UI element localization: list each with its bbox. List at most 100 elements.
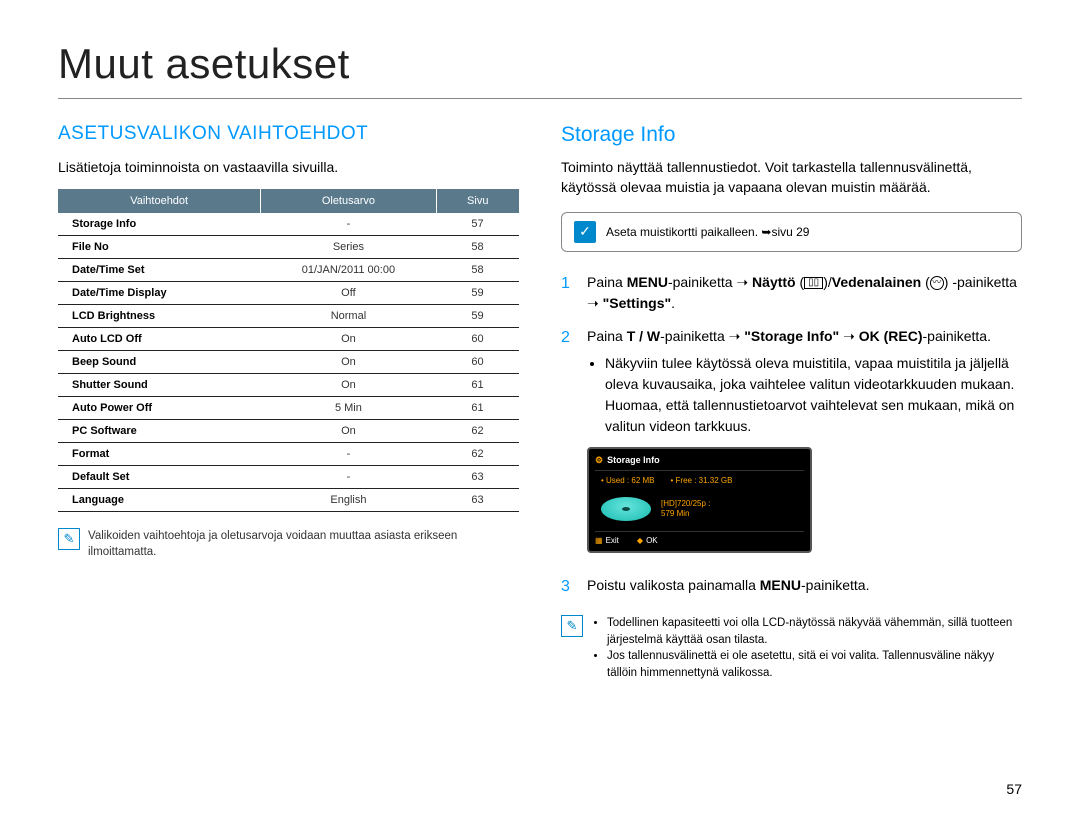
options-table: Vaihtoehdot Oletusarvo Sivu Storage Info… [58, 189, 519, 512]
table-cell: LCD Brightness [58, 305, 261, 328]
right-intro: Toiminto näyttää tallennustiedot. Voit t… [561, 157, 1022, 198]
table-row: Default Set-63 [58, 466, 519, 489]
table-row: LanguageEnglish63 [58, 489, 519, 512]
step2-bullet: Näkyviin tulee käytössä oleva muistitila… [605, 353, 1022, 437]
t: Näyttö [752, 274, 796, 290]
table-cell: Storage Info [58, 213, 261, 236]
ok-icon: ◆ [637, 536, 643, 545]
table-cell: 63 [436, 466, 519, 489]
t: Paina [587, 328, 627, 344]
insert-card-callout: ✓ Aseta muistikortti paikalleen. ➥sivu 2… [561, 212, 1022, 252]
step-2: 2 Paina T / W-painiketta ➝ "Storage Info… [561, 326, 1022, 564]
table-cell: 60 [436, 351, 519, 374]
lcd-res2: 579 Min [661, 509, 710, 519]
table-row: Auto Power Off5 Min61 [58, 397, 519, 420]
table-cell: 62 [436, 443, 519, 466]
gear-icon: ⚙ [595, 454, 603, 468]
table-row: Beep SoundOn60 [58, 351, 519, 374]
t: Paina [587, 274, 627, 290]
table-cell: Language [58, 489, 261, 512]
footnote-2: Jos tallennusvälinettä ei ole asetettu, … [607, 648, 1022, 681]
table-cell: Beep Sound [58, 351, 261, 374]
step-number: 3 [561, 575, 575, 599]
exit-icon: ▦ [595, 536, 603, 545]
step-number: 1 [561, 272, 575, 314]
table-cell: 58 [436, 259, 519, 282]
table-row: Date/Time Set01/JAN/2011 00:0058 [58, 259, 519, 282]
lcd-used: • Used : 62 MB [601, 475, 655, 487]
heading-settings-options: ASETUSVALIKON VAIHTOEHDOT [58, 123, 519, 145]
table-cell: 63 [436, 489, 519, 512]
t: MENU [627, 274, 668, 290]
t: -painiketta ➝ [660, 328, 744, 344]
check-icon: ✓ [574, 221, 596, 243]
page-number: 57 [1006, 781, 1022, 797]
table-cell: Shutter Sound [58, 374, 261, 397]
disc-icon [601, 497, 651, 521]
note-icon: ✎ [58, 528, 80, 550]
lcd-res1: [HD]720/25p : [661, 499, 710, 509]
heading-storage-info: Storage Info [561, 123, 1022, 147]
table-cell: English [261, 489, 436, 512]
table-cell: Series [261, 236, 436, 259]
table-cell: - [261, 466, 436, 489]
table-cell: 58 [436, 236, 519, 259]
table-row: File NoSeries58 [58, 236, 519, 259]
t: )/ [823, 274, 832, 290]
left-intro: Lisätietoja toiminnoista on vastaavilla … [58, 157, 519, 177]
t: -painiketta. [923, 328, 991, 344]
table-row: Storage Info-57 [58, 213, 519, 236]
callout-text: Aseta muistikortti paikalleen. ➥sivu 29 [606, 225, 809, 239]
table-cell: On [261, 420, 436, 443]
t: MENU [760, 577, 801, 593]
table-cell: Format [58, 443, 261, 466]
th-option: Vaihtoehdot [58, 189, 261, 213]
footnote-1: Todellinen kapasiteetti voi olla LCD-näy… [607, 615, 1022, 648]
lcd-preview: ⚙ Storage Info • Used : 62 MB • Free : 3… [587, 447, 812, 554]
note-icon: ✎ [561, 615, 583, 637]
table-cell: 61 [436, 397, 519, 420]
right-column: Storage Info Toiminto näyttää tallennust… [561, 123, 1022, 682]
table-cell: Auto Power Off [58, 397, 261, 420]
table-cell: 57 [436, 213, 519, 236]
th-page: Sivu [436, 189, 519, 213]
t: -painiketta. [801, 577, 869, 593]
table-row: Auto LCD OffOn60 [58, 328, 519, 351]
table-cell: File No [58, 236, 261, 259]
table-row: Date/Time DisplayOff59 [58, 282, 519, 305]
lcd-free: • Free : 31.32 GB [671, 475, 733, 487]
table-cell: 59 [436, 305, 519, 328]
table-cell: On [261, 351, 436, 374]
t: T / W [627, 328, 660, 344]
table-cell: Date/Time Set [58, 259, 261, 282]
steps-list: 1 Paina MENU-painiketta ➝ Näyttö (▯▯)/Ve… [561, 272, 1022, 600]
t: "Storage Info" [744, 328, 839, 344]
t: ( [796, 274, 805, 290]
step-1: 1 Paina MENU-painiketta ➝ Näyttö (▯▯)/Ve… [561, 272, 1022, 314]
t: . [671, 295, 675, 311]
lcd-ok: OK [646, 536, 658, 545]
table-cell: - [261, 213, 436, 236]
table-cell: On [261, 374, 436, 397]
table-row: PC SoftwareOn62 [58, 420, 519, 443]
table-cell: 62 [436, 420, 519, 443]
table-cell: 5 Min [261, 397, 436, 420]
right-footnotes: ✎ Todellinen kapasiteetti voi olla LCD-n… [561, 615, 1022, 682]
table-cell: 59 [436, 282, 519, 305]
table-cell: PC Software [58, 420, 261, 443]
table-cell: - [261, 443, 436, 466]
table-cell: 61 [436, 374, 519, 397]
table-cell: 60 [436, 328, 519, 351]
lcd-title: Storage Info [607, 454, 660, 468]
left-note-text: Valikoiden vaihtoehtoja ja oletusarvoja … [88, 528, 519, 560]
table-cell: Date/Time Display [58, 282, 261, 305]
table-cell: Off [261, 282, 436, 305]
table-cell: Default Set [58, 466, 261, 489]
step-3: 3 Poistu valikosta painamalla MENU-paini… [561, 575, 1022, 599]
t: ( [921, 274, 930, 290]
page-title: Muut asetukset [58, 40, 1022, 99]
lcd-exit: Exit [606, 536, 619, 545]
table-row: Shutter SoundOn61 [58, 374, 519, 397]
table-cell: Normal [261, 305, 436, 328]
step-number: 2 [561, 326, 575, 564]
